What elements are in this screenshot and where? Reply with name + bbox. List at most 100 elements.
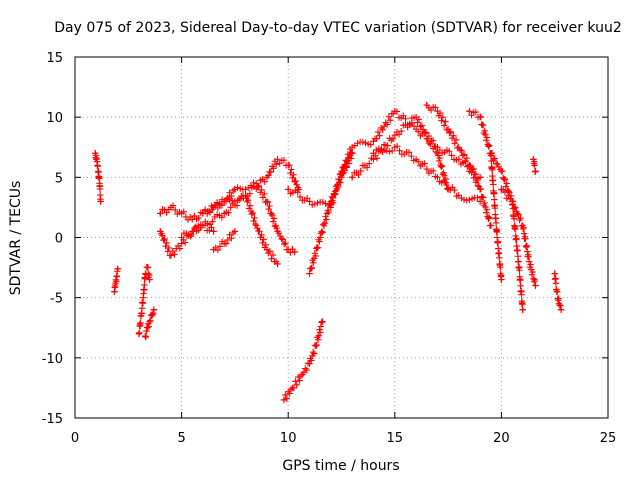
marks-layer [92,101,565,404]
series-track-20 [530,156,539,176]
data-point [476,113,484,121]
data-point [555,300,563,307]
data-point [146,276,153,283]
data-point [434,150,441,157]
series-track-12 [306,150,356,277]
data-point [508,198,516,205]
data-point [412,156,420,163]
series-markers [92,150,104,205]
data-point [319,318,326,325]
series-track-10 [210,228,239,254]
data-point [434,174,441,181]
data-point [327,204,335,211]
data-point [97,198,104,205]
series-track-14 [348,113,452,193]
data-point [557,306,565,313]
data-point [466,107,473,115]
data-point [391,132,398,139]
data-point [306,198,313,205]
data-point [444,126,452,133]
data-point [391,144,398,151]
data-point [93,156,100,163]
data-point [530,156,537,163]
data-point [157,228,164,235]
series-markers [306,150,356,277]
data-point [274,260,281,268]
series-track-19 [498,186,539,289]
data-point [221,198,228,205]
data-point [297,372,305,380]
series-track-18 [487,149,526,313]
ticks-layer: 0 5 10 15 20 25 -15 -10 -5 0 5 10 15 [42,51,617,446]
data-point [312,342,320,349]
series-track-9 [231,179,298,256]
data-point [551,270,558,277]
data-point [157,210,164,217]
data-point [285,186,292,193]
series-track-8 [199,192,281,268]
data-point [280,396,288,404]
grid-layer [75,57,608,418]
data-point [92,150,99,157]
series-markers [498,186,539,289]
data-point [137,312,145,319]
data-point [295,186,303,193]
data-point [263,246,271,253]
data-point [476,198,484,205]
data-point [498,186,505,193]
data-point [263,198,271,205]
x-tick-label: 10 [280,431,297,446]
data-point [338,168,345,175]
data-point [178,240,185,247]
y-tick-label: 5 [55,171,63,186]
series-track-6 [157,221,217,259]
data-point [306,270,313,277]
data-point [370,156,377,163]
data-point [114,265,121,272]
data-point [221,210,228,217]
x-tick-label: 15 [387,431,404,446]
data-point [285,162,292,169]
data-point [515,258,522,265]
data-point [96,180,103,187]
data-point [476,174,484,181]
data-point [391,107,398,115]
data-point [370,150,377,157]
data-point [455,144,462,151]
data-point [455,192,462,199]
y-tick-label: -10 [42,352,63,367]
x-tick-label: 5 [177,431,185,446]
series-markers [285,108,484,210]
x-tick-label: 25 [600,431,617,446]
data-point [370,138,377,145]
data-point [94,162,101,169]
data-point [291,248,298,256]
y-axis-label: SDTVAR / TECUs [8,181,24,296]
data-point [263,174,271,181]
data-point [146,318,153,325]
series-track-1 [92,150,104,205]
x-axis-label: GPS time / hours [282,458,399,474]
chart-title: Day 075 of 2023, Sidereal Day-to-day VTE… [54,20,622,36]
series-markers [135,263,153,337]
data-point [348,150,356,157]
series-track-17 [466,107,505,283]
data-point [498,168,505,175]
series-markers [157,186,239,224]
series-markers [370,143,484,205]
data-point [434,107,441,115]
series-track-21 [551,270,565,313]
data-point [487,222,494,229]
data-point [412,113,420,121]
series-track-16 [423,101,494,229]
series-markers [423,101,494,229]
series-track-4 [142,306,158,341]
data-point [316,234,324,241]
data-point [167,252,175,259]
series-track-13 [285,107,484,211]
data-point [140,294,147,301]
data-point [498,276,505,283]
data-point [142,332,149,340]
series-track-5 [157,186,239,224]
data-point [532,282,539,289]
